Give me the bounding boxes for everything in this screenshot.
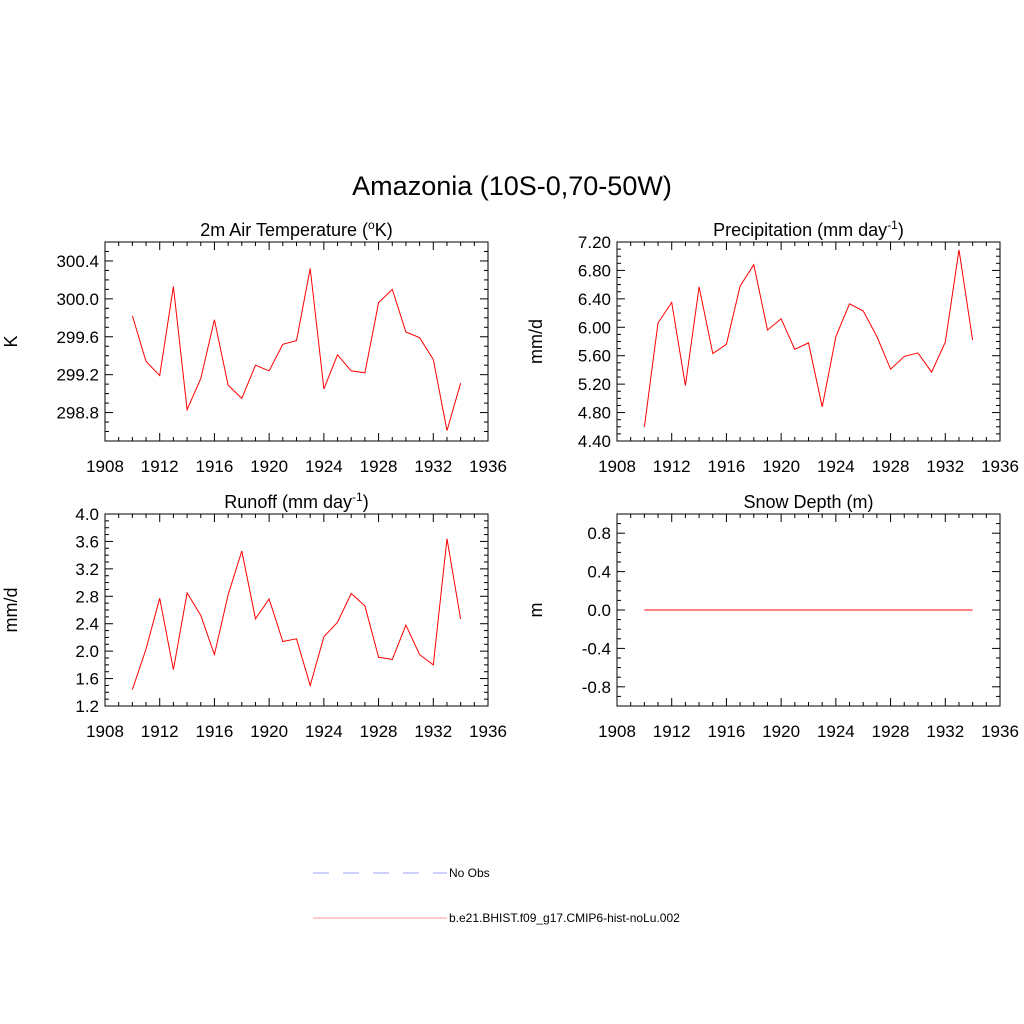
x-tick-label: 1928	[872, 457, 910, 476]
panel-title-text-end: K)	[375, 220, 393, 240]
panel-snow-depth: 1908 1912 1916 1920 1924 1928 1932 1936 -0.8 -0.4…	[526, 492, 1019, 741]
y-tick-label: 6.40	[578, 290, 611, 309]
y-tick-label: 1.6	[75, 670, 99, 689]
x-tick-label: 1912	[653, 722, 691, 741]
x-tick-label: 1912	[141, 457, 179, 476]
plot-frame	[616, 241, 1001, 442]
y-tick-label: 4.40	[578, 432, 611, 451]
x-tick-label: 1928	[872, 722, 910, 741]
y-tick-label: -0.4	[582, 639, 611, 658]
x-tick-label: 1916	[708, 457, 746, 476]
legend-label-obs: No Obs	[449, 866, 490, 880]
figure-title: Amazonia (10S-0,70-50W)	[352, 171, 672, 201]
panel-title-text: Precipitation (mm day	[713, 220, 887, 240]
y-tick-label: 4.0	[75, 505, 99, 524]
panel-title-superscript: -1	[352, 490, 363, 504]
x-tick-label: 1912	[653, 457, 691, 476]
legend-item-obs: No Obs	[313, 866, 490, 880]
legend-label-model: b.e21.BHIST.f09_g17.CMIP6-hist-noLu.002	[449, 911, 680, 925]
y-tick-label: 0.0	[587, 601, 611, 620]
x-tick-label: 1928	[360, 722, 398, 741]
x-tick-label: 1936	[469, 457, 507, 476]
x-tick-label: 1936	[981, 722, 1019, 741]
x-tick-label: 1928	[360, 457, 398, 476]
x-tick-label: 1920	[250, 457, 288, 476]
x-tick-label: 1920	[250, 722, 288, 741]
x-tick-label: 1908	[86, 722, 124, 741]
x-tick-label: 1924	[817, 457, 855, 476]
series-line	[643, 249, 974, 427]
y-tick-label: 2.4	[75, 615, 99, 634]
x-tick-label: 1932	[414, 457, 452, 476]
y-tick-label: 299.6	[56, 328, 99, 347]
x-tick-label: 1924	[817, 722, 855, 741]
y-tick-label: 298.8	[56, 404, 99, 423]
x-tick-label: 1916	[708, 722, 746, 741]
y-tick-label: 4.80	[578, 404, 611, 423]
y-tick-label: 1.2	[75, 697, 99, 716]
y-tick-label: 2.8	[75, 587, 99, 606]
x-tick-label: 1908	[598, 722, 636, 741]
y-tick-label: 6.80	[578, 261, 611, 280]
y-tick-label: 0.4	[587, 563, 611, 582]
y-tick-label: 7.20	[578, 233, 611, 252]
x-tick-label: 1908	[598, 457, 636, 476]
legend: No Obs b.e21.BHIST.f09_g17.CMIP6-hist-no…	[313, 866, 680, 925]
y-axis-label: mm/d	[526, 319, 546, 364]
panel-title-superscript: -1	[887, 218, 898, 232]
panel-title: Snow Depth (m)	[743, 492, 873, 512]
y-tick-label: -0.8	[582, 678, 611, 697]
y-tick-label: 0.8	[587, 524, 611, 543]
y-axis-label: mm/d	[1, 588, 21, 633]
panel-title-text: Runoff (mm day	[224, 492, 352, 512]
y-tick-label: 5.20	[578, 375, 611, 394]
panels-group: 1908 1912 1916 1920 1924 1928 1932 1936 298.8 299…	[1, 218, 1019, 741]
series-line	[131, 268, 462, 431]
y-tick-label: 5.60	[578, 347, 611, 366]
y-tick-label: 6.00	[578, 318, 611, 337]
x-tick-label: 1936	[469, 722, 507, 741]
panel-precipitation: 1908 1912 1916 1920 1924 1928 1932 1936 4.40 4.80…	[526, 218, 1019, 476]
y-axis-label: m	[526, 603, 546, 618]
panel-title: 2m Air Temperature (oK)	[200, 218, 392, 240]
x-tick-label: 1936	[981, 457, 1019, 476]
x-tick-label: 1932	[926, 457, 964, 476]
y-tick-label: 300.4	[56, 252, 99, 271]
y-tick-label: 2.0	[75, 642, 99, 661]
y-tick-label: 300.0	[56, 290, 99, 309]
y-axis-label: K	[1, 335, 21, 347]
x-tick-label: 1912	[141, 722, 179, 741]
x-tick-label: 1920	[762, 457, 800, 476]
series-line	[131, 538, 462, 690]
panel-title-superscript: o	[368, 218, 375, 232]
panel-title-text-end: )	[898, 220, 904, 240]
panel-title: Runoff (mm day-1)	[224, 490, 368, 512]
plot-frame	[104, 241, 489, 442]
panel-title-text: 2m Air Temperature (	[200, 220, 368, 240]
y-tick-label: 299.2	[56, 366, 99, 385]
panel-title-text-end: )	[363, 492, 369, 512]
x-tick-label: 1924	[305, 722, 343, 741]
panel-temperature: 1908 1912 1916 1920 1924 1928 1932 1936 298.8 299…	[1, 218, 507, 476]
x-tick-label: 1916	[196, 722, 234, 741]
x-tick-label: 1924	[305, 457, 343, 476]
x-tick-label: 1932	[926, 722, 964, 741]
panel-title: Precipitation (mm day-1)	[713, 218, 904, 240]
panel-runoff: 1908 1912 1916 1920 1924 1928 1932 1936 1.2 1.6 2.…	[1, 490, 507, 741]
y-tick-label: 3.2	[75, 560, 99, 579]
x-tick-label: 1908	[86, 457, 124, 476]
x-tick-label: 1932	[414, 722, 452, 741]
panel-title-text: Snow Depth (m)	[743, 492, 873, 512]
x-tick-label: 1916	[196, 457, 234, 476]
y-tick-label: 3.6	[75, 532, 99, 551]
x-tick-label: 1920	[762, 722, 800, 741]
legend-item-model: b.e21.BHIST.f09_g17.CMIP6-hist-noLu.002	[313, 911, 680, 925]
